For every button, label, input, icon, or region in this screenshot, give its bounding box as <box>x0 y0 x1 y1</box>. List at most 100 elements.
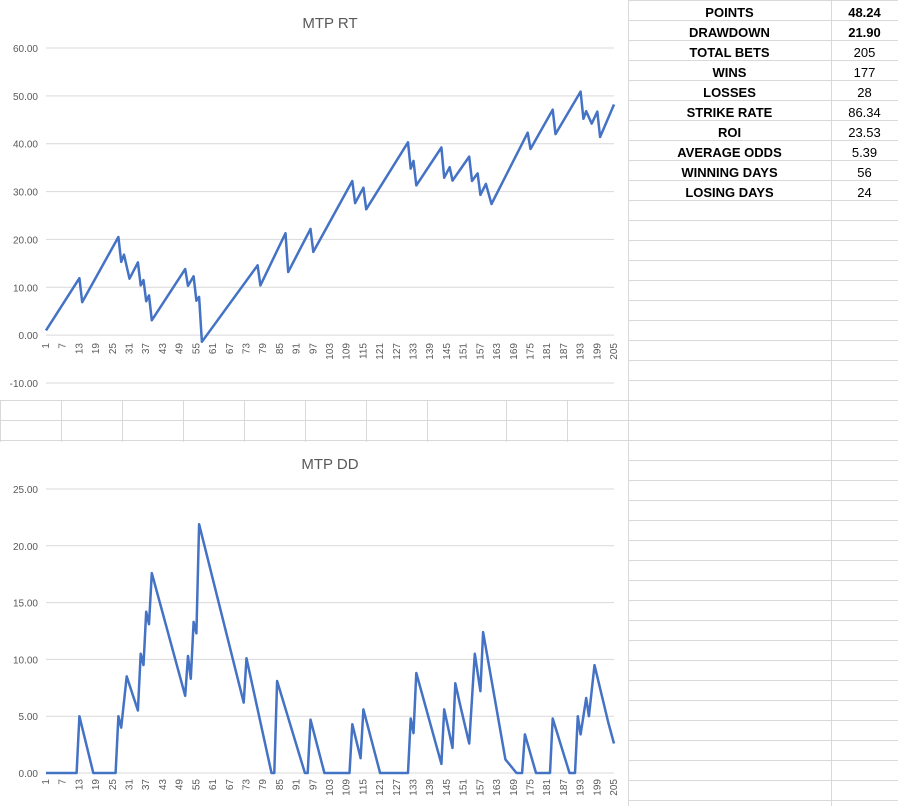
y-tick-label: 20.00 <box>13 542 38 553</box>
y-tick-label: 50.00 <box>13 92 38 103</box>
x-tick-label: 151 <box>459 343 470 360</box>
stat-label: LOSSES <box>703 85 756 100</box>
x-tick-label: 31 <box>125 779 136 791</box>
x-tick-label: 73 <box>241 343 252 355</box>
x-tick-label: 61 <box>208 779 219 791</box>
x-tick-label: 25 <box>108 779 119 791</box>
stat-label: LOSING DAYS <box>685 185 774 200</box>
drawdown-chart[interactable]: MTP DD 25.00 20.00 15.00 10.00 5.00 0.00 1 7 13 19… <box>0 442 628 806</box>
x-tick-label: 139 <box>425 343 436 360</box>
x-tick-label: 199 <box>592 343 603 360</box>
y-tick-label: 10.00 <box>13 655 38 666</box>
stats-row: LOSING DAYS 24 <box>628 183 898 203</box>
x-tick-label: 67 <box>225 779 236 791</box>
y-tick-label: 20.00 <box>13 235 38 246</box>
x-tick-label: 1 <box>41 343 52 349</box>
x-tick-label: 85 <box>275 779 286 791</box>
drawdown-chart-svg: MTP DD 25.00 20.00 15.00 10.00 5.00 0.001 7 13 19… <box>13 456 620 796</box>
y-tick-label: 5.00 <box>19 712 39 723</box>
x-tick-label: 19 <box>91 343 102 355</box>
y-tick-label: 10.00 <box>13 283 38 294</box>
running-total-chart-svg: MTP RT 60.00 50.00 40.00 30.00 20.00 10.00 0.00… <box>10 15 620 390</box>
y-tick-label: 0.00 <box>19 331 39 342</box>
x-tick-label: 163 <box>492 343 503 360</box>
x-tick-label: 139 <box>425 779 436 796</box>
x-tick-label: 127 <box>392 779 403 796</box>
x-tick-label: 169 <box>509 343 520 360</box>
stats-row: ROI 23.53 <box>628 123 898 143</box>
stat-label: ROI <box>717 125 742 140</box>
x-tick-label: 175 <box>525 779 536 796</box>
stats-row: AVERAGE ODDS 5.39 <box>628 143 898 163</box>
y-tick-label: 25.00 <box>13 485 38 496</box>
y-tick-label: 0.00 <box>19 769 39 780</box>
x-tick-label: 187 <box>559 779 570 796</box>
x-tick-label: 13 <box>74 343 85 355</box>
x-tick-label: 103 <box>325 779 336 796</box>
x-tick-label: 205 <box>609 779 620 796</box>
x-tick-label: 115 <box>358 779 369 795</box>
x-tick-label: 79 <box>258 779 269 791</box>
x-tick-label: 91 <box>292 343 303 355</box>
x-tick-label: 19 <box>91 779 102 791</box>
stat-value: 48.24 <box>848 5 881 20</box>
x-tick-label: 145 <box>442 779 453 796</box>
stat-value: 56 <box>857 165 872 180</box>
x-tick-label: 109 <box>342 343 353 360</box>
x-tick-label: 205 <box>609 343 620 360</box>
x-tick-label: 13 <box>74 779 85 791</box>
stat-label: STRIKE RATE <box>686 105 773 120</box>
y-tick-label: -10.00 <box>10 379 39 390</box>
series-line <box>46 522 616 775</box>
y-tick-label: 30.00 <box>13 188 38 199</box>
stat-value: 24 <box>857 185 872 200</box>
stat-value: 23.53 <box>848 125 881 140</box>
stat-value: 177 <box>853 65 876 80</box>
x-tick-label: 55 <box>191 779 202 791</box>
x-tick-label: 85 <box>275 343 286 355</box>
x-tick-label: 37 <box>141 779 152 791</box>
x-tick-label: 61 <box>208 343 219 355</box>
x-tick-label: 163 <box>492 779 503 796</box>
x-tick-label: 73 <box>241 779 252 791</box>
stat-value: 86.34 <box>848 105 881 120</box>
chart-title: MTP RT <box>302 15 357 32</box>
x-tick-label: 121 <box>375 779 386 796</box>
stat-value: 5.39 <box>851 145 878 160</box>
x-tick-label: 103 <box>325 343 336 360</box>
stat-label: WINS <box>712 65 747 80</box>
stat-value: 205 <box>853 45 876 60</box>
x-tick-label: 145 <box>442 343 453 360</box>
y-tick-label: 40.00 <box>13 140 38 151</box>
x-tick-label: 49 <box>175 779 186 791</box>
stats-row: POINTS 48.24 <box>628 3 898 23</box>
x-tick-label: 79 <box>258 343 269 355</box>
x-tick-label: 169 <box>509 779 520 796</box>
stat-value: 21.90 <box>848 25 881 40</box>
x-tick-label: 181 <box>542 779 553 796</box>
x-tick-label: 43 <box>158 343 169 355</box>
y-tick-label: 60.00 <box>13 44 38 55</box>
x-tick-label: 37 <box>141 343 152 355</box>
x-tick-label: 7 <box>58 343 69 349</box>
stats-row: WINS 177 <box>628 63 898 83</box>
stat-label: DRAWDOWN <box>689 25 770 40</box>
stats-row: DRAWDOWN 21.90 <box>628 23 898 43</box>
x-tick-label: 55 <box>191 343 202 355</box>
x-tick-label: 121 <box>375 343 386 360</box>
x-tick-label: 97 <box>308 343 319 355</box>
x-tick-label: 133 <box>409 779 420 796</box>
x-tick-label: 193 <box>576 343 587 360</box>
x-tick-label: 1 <box>41 779 52 785</box>
x-tick-label: 25 <box>108 343 119 355</box>
chart-title: MTP DD <box>301 456 358 473</box>
stat-label: TOTAL BETS <box>689 45 770 60</box>
x-tick-label: 49 <box>175 343 186 355</box>
stats-row: LOSSES 28 <box>628 83 898 103</box>
stat-label: WINNING DAYS <box>681 165 778 180</box>
x-tick-label: 115 <box>358 343 369 359</box>
running-total-chart[interactable]: MTP RT 60.00 50.00 40.00 30.00 20.00 10.00 0.00… <box>0 0 628 400</box>
x-tick-label: 193 <box>576 779 587 796</box>
x-tick-label: 187 <box>559 343 570 360</box>
series-line <box>44 90 616 344</box>
